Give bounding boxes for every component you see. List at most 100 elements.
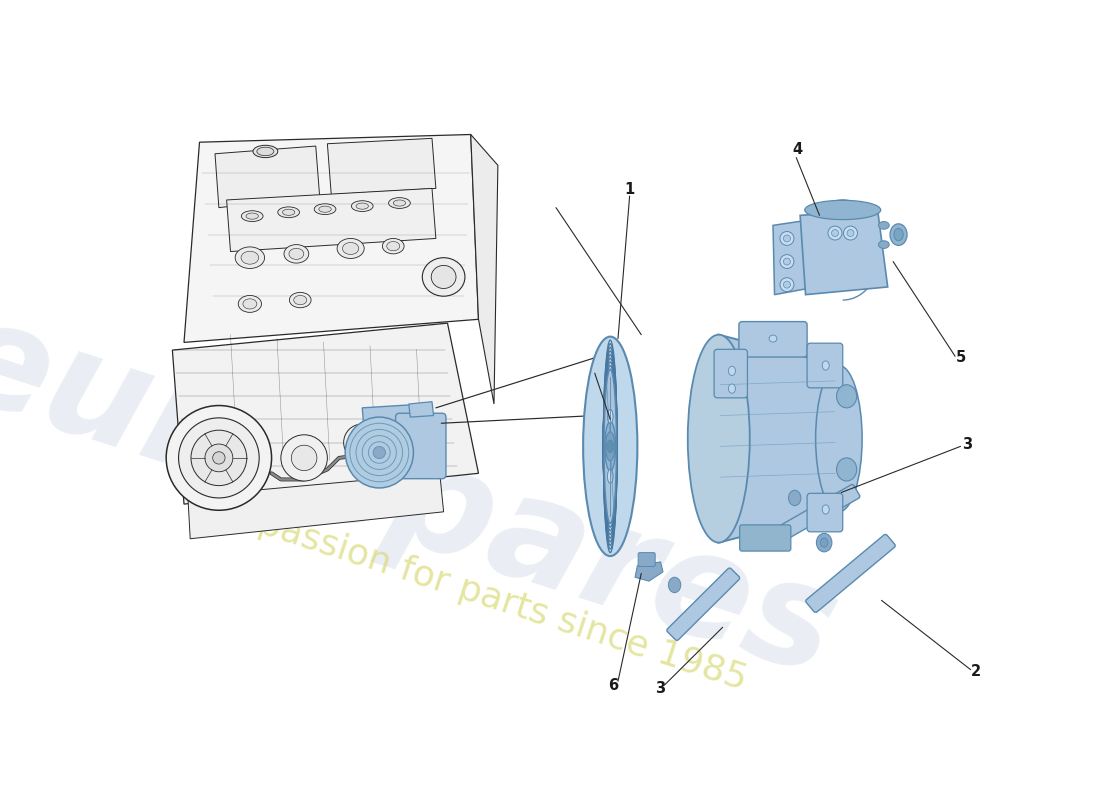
Circle shape: [292, 445, 317, 470]
Ellipse shape: [289, 292, 311, 308]
Ellipse shape: [278, 207, 299, 218]
Ellipse shape: [822, 505, 829, 514]
Circle shape: [844, 226, 858, 240]
Ellipse shape: [836, 385, 857, 408]
Polygon shape: [173, 323, 478, 504]
Ellipse shape: [728, 384, 736, 394]
Text: 2: 2: [971, 665, 981, 679]
FancyBboxPatch shape: [638, 553, 656, 566]
Ellipse shape: [239, 295, 262, 312]
Circle shape: [191, 430, 246, 486]
Circle shape: [832, 230, 838, 237]
Ellipse shape: [345, 417, 414, 488]
Text: 3: 3: [654, 682, 664, 696]
Circle shape: [166, 406, 272, 510]
Ellipse shape: [890, 224, 908, 246]
Ellipse shape: [607, 410, 613, 423]
Polygon shape: [718, 334, 839, 542]
Ellipse shape: [604, 370, 616, 523]
Ellipse shape: [257, 147, 274, 156]
Ellipse shape: [607, 470, 613, 483]
FancyBboxPatch shape: [805, 534, 895, 613]
Ellipse shape: [836, 458, 857, 481]
Polygon shape: [362, 404, 432, 454]
Text: a passion for parts since 1985: a passion for parts since 1985: [221, 496, 751, 697]
FancyBboxPatch shape: [807, 494, 843, 532]
Polygon shape: [635, 562, 663, 581]
Ellipse shape: [607, 410, 613, 423]
Ellipse shape: [805, 200, 881, 219]
FancyBboxPatch shape: [714, 350, 747, 398]
Ellipse shape: [605, 422, 616, 471]
Ellipse shape: [422, 258, 465, 296]
Ellipse shape: [356, 203, 369, 209]
Ellipse shape: [816, 534, 832, 552]
Ellipse shape: [583, 337, 637, 556]
Polygon shape: [184, 134, 478, 342]
Ellipse shape: [431, 266, 456, 289]
Ellipse shape: [388, 198, 410, 209]
Ellipse shape: [669, 578, 681, 593]
Polygon shape: [188, 474, 443, 538]
Circle shape: [780, 254, 794, 269]
Ellipse shape: [394, 200, 406, 206]
Circle shape: [783, 258, 791, 265]
FancyBboxPatch shape: [779, 485, 860, 539]
FancyBboxPatch shape: [739, 322, 807, 357]
Circle shape: [373, 446, 385, 458]
Polygon shape: [773, 221, 807, 294]
Text: 1: 1: [625, 182, 635, 198]
Text: 6: 6: [608, 678, 618, 693]
Circle shape: [352, 432, 373, 453]
Circle shape: [343, 424, 381, 461]
Ellipse shape: [789, 490, 801, 506]
Ellipse shape: [815, 366, 862, 512]
Ellipse shape: [246, 213, 258, 219]
Polygon shape: [471, 134, 498, 404]
Ellipse shape: [894, 229, 903, 241]
Ellipse shape: [769, 335, 777, 342]
Circle shape: [394, 427, 409, 442]
Ellipse shape: [822, 361, 829, 370]
Circle shape: [780, 231, 794, 246]
Polygon shape: [227, 188, 436, 251]
Ellipse shape: [284, 245, 309, 263]
Ellipse shape: [241, 210, 263, 222]
Text: eurospares: eurospares: [0, 287, 854, 706]
Ellipse shape: [253, 146, 278, 158]
Ellipse shape: [241, 251, 258, 264]
Ellipse shape: [607, 470, 613, 483]
Circle shape: [780, 278, 794, 291]
FancyBboxPatch shape: [396, 414, 446, 478]
Ellipse shape: [387, 242, 399, 250]
Ellipse shape: [351, 201, 373, 211]
Polygon shape: [409, 402, 433, 417]
Ellipse shape: [606, 432, 615, 461]
Circle shape: [178, 418, 260, 498]
Ellipse shape: [879, 222, 889, 230]
Ellipse shape: [342, 242, 359, 254]
Ellipse shape: [283, 209, 295, 215]
Ellipse shape: [821, 538, 828, 547]
Circle shape: [847, 230, 854, 237]
Circle shape: [212, 452, 226, 464]
Circle shape: [205, 444, 233, 472]
FancyBboxPatch shape: [739, 525, 791, 551]
Ellipse shape: [607, 440, 614, 453]
Ellipse shape: [879, 241, 889, 249]
Circle shape: [783, 281, 791, 288]
Polygon shape: [328, 138, 436, 194]
Ellipse shape: [243, 299, 257, 309]
Ellipse shape: [289, 248, 304, 259]
Circle shape: [387, 421, 415, 449]
Ellipse shape: [728, 366, 736, 375]
Ellipse shape: [688, 334, 750, 542]
Ellipse shape: [315, 204, 336, 214]
Polygon shape: [800, 210, 888, 294]
Circle shape: [280, 435, 328, 481]
Circle shape: [828, 226, 842, 240]
Text: 4: 4: [793, 142, 803, 158]
Ellipse shape: [337, 238, 364, 258]
Text: 5: 5: [956, 350, 966, 366]
Ellipse shape: [319, 206, 331, 212]
